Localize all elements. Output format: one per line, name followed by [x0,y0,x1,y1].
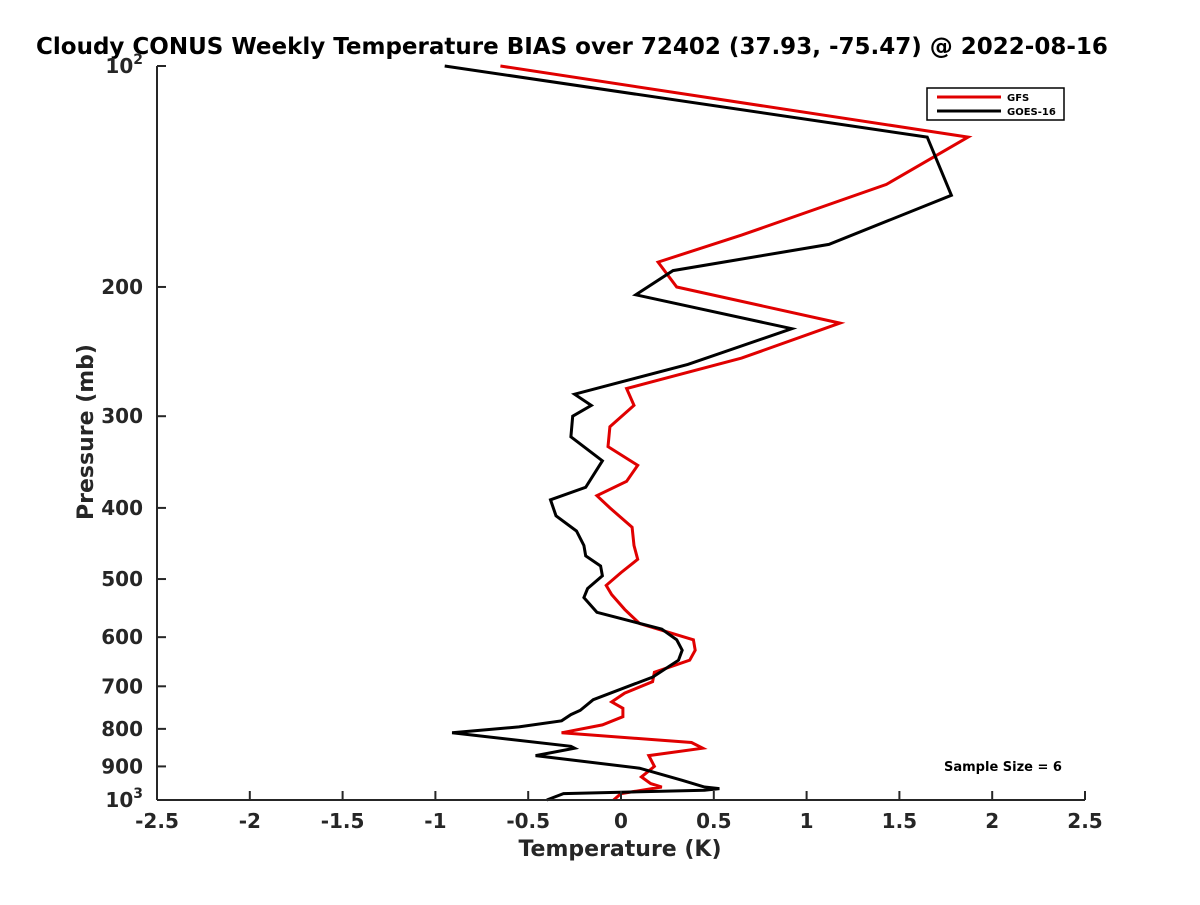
y-axis-label: Pressure (mb) [74,344,99,520]
x-tick-label: 0 [614,809,628,833]
x-tick-label: 2 [985,809,999,833]
chart-title: Cloudy CONUS Weekly Temperature BIAS ove… [36,34,1108,60]
x-tick-label: 0.5 [696,809,731,833]
y-tick-label: 400 [101,496,143,520]
y-tick-label: 200 [101,275,143,299]
legend-box [926,87,1065,121]
y-tick-exponent: 2 [133,52,143,68]
y-tick-label-power: 102 [105,52,143,78]
x-axis-label: Temperature (K) [518,837,721,862]
series-line-gfs [500,64,973,802]
x-tick-label: -2.5 [135,809,179,833]
y-tick-base: 10 [105,788,133,812]
x-tick-label: 1 [800,809,814,833]
y-tick-label-power: 103 [105,786,143,812]
sample-size-annotation: Sample Size = 6 [944,760,1062,775]
x-tick-label: -0.5 [506,809,550,833]
y-tick-exponent: 3 [133,786,143,802]
x-tick-label: -1.5 [321,809,365,833]
y-tick-label: 700 [101,674,143,698]
series-line-goes-16 [444,64,954,802]
legend-label: GFS [1007,93,1029,104]
x-tick-label: 1.5 [882,809,917,833]
y-tick-label: 600 [101,625,143,649]
y-tick-label: 300 [101,404,143,428]
y-tick-base: 10 [105,54,133,78]
x-tick-label: -1 [424,809,446,833]
y-tick-label: 800 [101,717,143,741]
legend-label: GOES-16 [1007,107,1056,118]
x-tick-label: 2.5 [1067,809,1102,833]
y-tick-label: 500 [101,567,143,591]
y-tick-label: 900 [101,754,143,778]
x-tick-label: -2 [239,809,261,833]
